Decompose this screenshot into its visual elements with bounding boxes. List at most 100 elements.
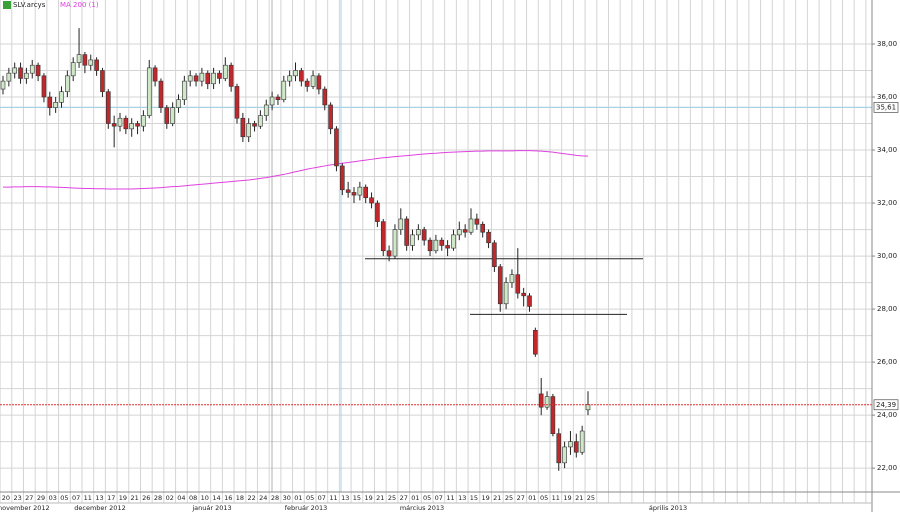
candle-body — [24, 72, 29, 79]
last-price-tag — [873, 399, 899, 411]
candle-body — [246, 123, 251, 138]
x-tick-label: 25 — [505, 494, 513, 502]
candle-body — [12, 67, 17, 74]
candle-body — [35, 64, 41, 77]
candle-body — [269, 96, 275, 106]
x-tick-label: 17 — [107, 494, 115, 502]
candle-body — [533, 329, 538, 355]
x-tick-label: 21 — [493, 494, 501, 502]
x-tick-label: 20 — [2, 494, 10, 502]
candle-body — [129, 123, 134, 130]
x-tick-label: 01 — [528, 494, 536, 502]
x-tick-label: 23 — [13, 494, 21, 502]
candle-body — [135, 123, 140, 127]
candle-body — [76, 54, 82, 63]
candle-body — [480, 223, 486, 233]
candle-body — [497, 266, 503, 305]
candle-body — [94, 59, 99, 71]
candle-body — [386, 250, 392, 257]
x-tick-label: 27 — [400, 494, 408, 502]
candle-body — [433, 239, 439, 252]
candle-body — [263, 104, 269, 116]
candle-body — [141, 115, 146, 127]
reference-tag — [873, 102, 899, 113]
indicator-label[interactable]: MA 200 (1) — [60, 1, 99, 9]
candle-body — [240, 117, 246, 138]
x-tick-label: 19 — [364, 494, 372, 502]
candle-body — [234, 86, 240, 119]
candle-body — [205, 72, 211, 85]
x-tick-label: 21 — [130, 494, 138, 502]
x-tick-label: 15 — [470, 494, 478, 502]
candle-body — [468, 218, 474, 233]
candle-body — [339, 165, 345, 191]
candle-body — [70, 62, 76, 77]
candle-body — [106, 91, 111, 124]
candle-body — [369, 197, 374, 204]
candle-body — [316, 75, 322, 90]
month-label: április 2013 — [649, 504, 687, 512]
candle-body — [503, 282, 509, 305]
candle-body — [363, 186, 369, 199]
candle-body — [392, 229, 398, 257]
candle-body — [182, 80, 187, 100]
candle-body — [217, 72, 222, 79]
candle-body — [111, 123, 117, 127]
candle-body — [456, 229, 462, 236]
candle-body — [474, 218, 480, 225]
marks — [0, 28, 872, 471]
candle-body — [351, 192, 357, 196]
candle-body — [521, 292, 526, 297]
candle-body — [164, 107, 170, 124]
candle-body — [193, 75, 199, 82]
month-label: december 2012 — [74, 504, 125, 512]
candle-body — [357, 186, 363, 196]
x-tick-label: 21 — [575, 494, 583, 502]
symbol-icon[interactable] — [3, 1, 11, 9]
x-tick-label: 05 — [423, 494, 431, 502]
x-tick-label: 05 — [540, 494, 548, 502]
candle-body — [158, 80, 164, 108]
y-tick-label: 34,00 — [877, 146, 897, 154]
candle-body — [228, 64, 234, 87]
candle-body — [59, 91, 64, 103]
candle-body — [41, 75, 47, 98]
candle-body — [585, 404, 591, 411]
x-tick-label: 29 — [37, 494, 45, 502]
symbol-label[interactable]: SLV.arcys — [13, 1, 46, 9]
candle-body — [562, 446, 567, 464]
x-tick-label: 25 — [388, 494, 396, 502]
candle-body — [53, 102, 58, 108]
candle-body — [304, 80, 310, 87]
x-tick-label: 05 — [306, 494, 314, 502]
candle-body — [573, 441, 579, 453]
candle-body — [445, 245, 450, 249]
x-tick-label: 27 — [517, 494, 525, 502]
x-tick-label: 22 — [247, 494, 255, 502]
y-tick-label: 22,00 — [877, 464, 897, 472]
x-tick-label: 28 — [154, 494, 162, 502]
candle-body — [65, 75, 70, 93]
x-tick-label: 16 — [224, 494, 232, 502]
candle-body — [47, 96, 53, 108]
candle-body — [310, 75, 316, 87]
candle-body — [486, 231, 491, 244]
candle-body — [252, 123, 257, 127]
candle-body — [6, 72, 12, 82]
x-tick-label: 03 — [49, 494, 57, 502]
candle-body — [334, 128, 339, 167]
candle-body — [421, 229, 427, 241]
month-label: február 2013 — [285, 504, 327, 512]
candle-body — [152, 67, 158, 82]
candle-body — [176, 99, 181, 108]
candle-body — [18, 67, 23, 79]
x-tick-label: 15 — [353, 494, 361, 502]
last-price-label: 24,39 — [876, 401, 896, 409]
candle-body — [375, 202, 380, 222]
candle-body — [328, 104, 333, 130]
y-tick-label: 36,00 — [877, 93, 897, 101]
candle-body — [170, 107, 175, 124]
x-tick-label: 30 — [283, 494, 291, 502]
reference-label: 35,61 — [876, 103, 896, 111]
x-tick-label: 02 — [166, 494, 174, 502]
